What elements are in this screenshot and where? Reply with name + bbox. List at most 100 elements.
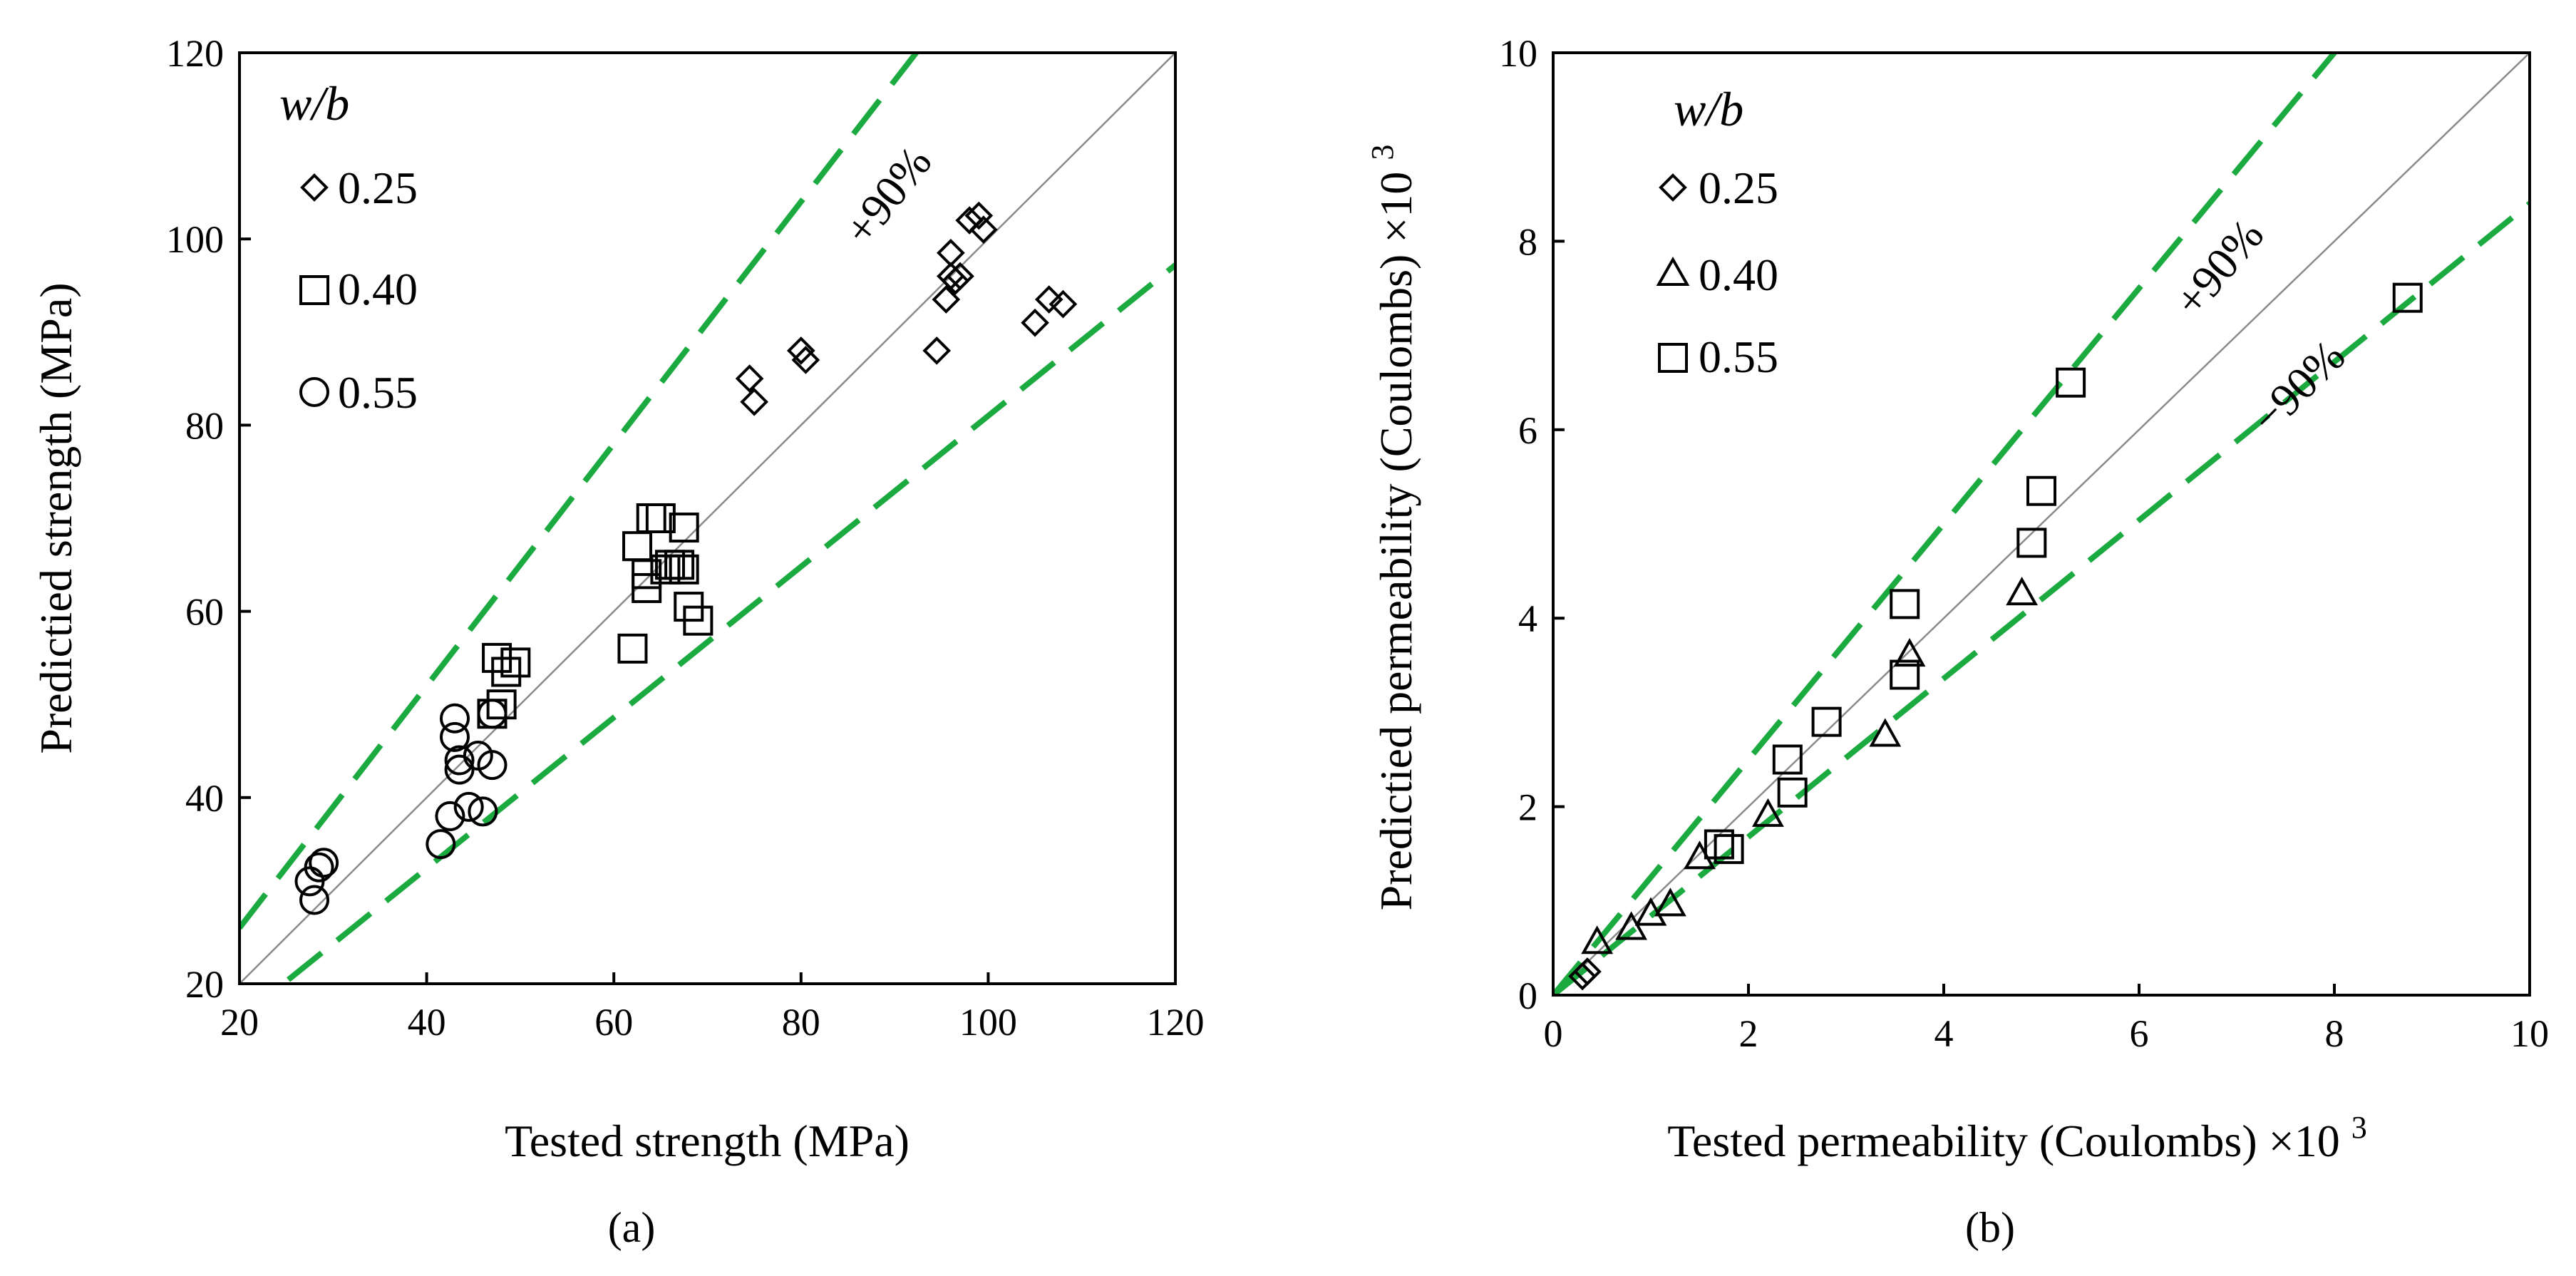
panel-a-plot-frame (238, 51, 1177, 985)
panel-a-x-tick-label: 100 (959, 1001, 1017, 1044)
panel-a-legend-entry-0.40: 0.40 (299, 264, 418, 314)
panel-a-point-square-0.40 (645, 503, 676, 533)
panel-b-legend-entry-0.40: 0.40 (1656, 249, 1778, 300)
panel-a-y-tick-label: 40 (185, 777, 224, 820)
panel-b-point-triangle-0.40 (1615, 911, 1648, 940)
panel-a-legend-label-0.25: 0.25 (338, 163, 418, 213)
panel-b-point-triangle-0.40 (1581, 925, 1614, 955)
panel-a: 20 40 60 80 100 120 20 40 60 80 100 120 Tested str… (31, 32, 1205, 1251)
panel-b-plot-frame (1552, 51, 2531, 997)
panel-b-x-tick-label: 0 (1544, 1012, 1563, 1055)
panel-b-point-square-0.55 (1704, 829, 1734, 860)
panel-a-lower-bound-line (279, 262, 1175, 984)
panel-a-point-circle-0.55 (477, 750, 508, 781)
panel-a-point-circle-0.55 (309, 848, 339, 878)
panel-a-y-tick-labels: 20 40 60 80 100 120 (166, 32, 224, 1006)
panel-b-y-tick-label: 4 (1518, 597, 1537, 640)
panel-a-legend-diamond-icon (300, 173, 329, 202)
panel-a-point-circle-0.55 (477, 699, 508, 729)
panel-a-point-square-0.40 (500, 647, 531, 678)
panel-a-point-diamond-0.25 (740, 387, 768, 416)
panel-b-markers (1568, 282, 2423, 991)
panel-b-point-square-0.55 (1714, 834, 1744, 865)
panel-a-legend-title: w/b (279, 76, 349, 130)
panel-a-point-circle-0.55 (444, 745, 475, 776)
panel-b-upper-bound-label: +90% (2164, 210, 2273, 326)
panel-a-y-tick-label: 60 (185, 591, 224, 634)
panel-a-legend-entry-0.55: 0.55 (299, 367, 418, 418)
panel-a-y-tick-label: 120 (166, 32, 224, 75)
panel-b-tick-marks (1552, 51, 2531, 997)
panel-b: 0 2 4 6 8 10 0 2 4 6 8 10 Tested permeability (Cou… (1365, 32, 2549, 1251)
panel-b-point-triangle-0.40 (2006, 577, 2039, 606)
panel-b-y-axis-title-text: Predictied permeability (Coulombs) (1371, 254, 1421, 911)
panel-b-x-tick-label: 8 (2325, 1012, 2344, 1055)
panel-a-point-diamond-0.25 (922, 336, 952, 365)
panel-b-legend-title: w/b (1674, 82, 1743, 136)
panel-a-caption: (a) (608, 1204, 656, 1251)
panel-a-point-diamond-0.25 (1021, 308, 1049, 337)
panel-a-y-tick-label: 100 (166, 218, 224, 261)
panel-a-x-tick-label: 40 (408, 1001, 446, 1044)
panel-a-legend-circle-icon (299, 377, 329, 407)
panel-a-point-square-0.40 (486, 689, 517, 720)
panel-a-point-diamond-0.25 (786, 336, 815, 365)
panel-b-legend-label-0.40: 0.40 (1699, 249, 1778, 300)
panel-a-point-diamond-0.25 (964, 201, 994, 230)
panel-b-x-tick-label: 2 (1739, 1012, 1758, 1055)
panel-b-point-diamond-0.25 (1573, 957, 1602, 986)
panel-a-x-tick-label: 20 (220, 1001, 259, 1044)
panel-a-point-circle-0.55 (304, 852, 334, 883)
panel-b-point-square-0.55 (2056, 367, 2086, 398)
panel-a-legend-square-icon (299, 275, 329, 305)
panel-a-point-circle-0.55 (299, 885, 330, 915)
panel-a-plot-lines (239, 53, 1175, 984)
panel-a-y-axis-title: Predictied strength (MPa) (31, 282, 81, 753)
panel-b-x-axis-exponent: 3 (2351, 1110, 2367, 1145)
panel-a-point-diamond-0.25 (946, 262, 974, 291)
panel-a-upper-bound-line (239, 53, 920, 930)
panel-a-legend-label-0.55: 0.55 (338, 367, 418, 418)
panel-a-tick-marks (238, 51, 1177, 985)
panel-b-y-axis-title: Predictied permeability (Coulombs) ×10 3 (1365, 145, 1421, 911)
panel-a-point-circle-0.55 (439, 721, 470, 752)
panel-a-point-diamond-0.25 (791, 346, 820, 374)
panel-a-x-tick-label: 80 (782, 1001, 820, 1044)
panel-b-point-square-0.55 (2026, 475, 2056, 506)
panel-a-markers (294, 201, 1078, 915)
panel-a-point-square-0.40 (683, 605, 713, 636)
panel-a-x-tick-label: 60 (594, 1001, 633, 1044)
panel-a-point-square-0.40 (632, 572, 662, 603)
panel-b-legend-square-icon (1658, 343, 1688, 373)
panel-a-legend-label-0.40: 0.40 (338, 264, 418, 314)
panel-a-x-axis-title: Tested strength (MPa) (505, 1116, 910, 1166)
panel-a-point-square-0.40 (622, 531, 653, 562)
panel-a-point-square-0.40 (664, 550, 695, 580)
panel-a-point-circle-0.55 (453, 791, 484, 822)
panel-b-x-tick-label: 10 (2510, 1012, 2549, 1055)
panel-a-x-tick-label: 120 (1147, 1001, 1205, 1044)
panel-b-y-axis-exponent: 3 (1365, 145, 1400, 160)
panel-b-legend-triangle-icon (1656, 256, 1690, 286)
panel-b-x-axis-multiplier: ×10 (2269, 1116, 2340, 1166)
panel-b-lower-bound-line (1553, 201, 2530, 995)
panel-a-point-circle-0.55 (435, 801, 465, 831)
panel-b-y-tick-label: 8 (1518, 220, 1537, 263)
panel-b-point-square-0.55 (1772, 744, 1803, 775)
panel-a-x-tick-labels: 20 40 60 80 100 120 (220, 1001, 1205, 1044)
panel-a-point-diamond-0.25 (735, 364, 764, 393)
panel-b-legend-label-0.55: 0.55 (1699, 331, 1778, 382)
panel-b-legend-diamond-icon (1659, 173, 1687, 202)
panel-b-upper-bound-line (1553, 53, 2339, 995)
panel-b-point-square-0.55 (1890, 589, 1920, 619)
panel-b-legend-entry-0.25: 0.25 (1659, 163, 1778, 213)
panel-b-y-tick-label: 2 (1518, 786, 1537, 829)
panel-a-legend-entry-0.25: 0.25 (300, 163, 418, 213)
panel-a-point-circle-0.55 (426, 829, 456, 860)
panel-a-point-square-0.40 (636, 503, 666, 533)
panel-b-point-triangle-0.40 (1893, 637, 1926, 667)
panel-a-point-diamond-0.25 (955, 206, 984, 235)
panel-b-caption: (b) (1965, 1204, 2015, 1251)
panel-b-point-square-0.55 (1811, 706, 1842, 737)
panel-b-point-triangle-0.40 (1869, 718, 1902, 747)
